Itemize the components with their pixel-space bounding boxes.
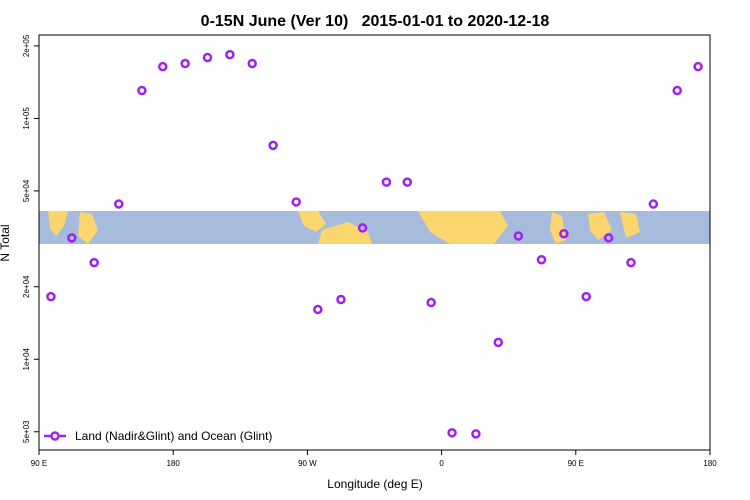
data-point <box>471 429 481 439</box>
data-point <box>336 294 346 305</box>
y-tick-label: 5e+04 <box>22 179 31 202</box>
x-tick-label: 90 E <box>31 459 47 468</box>
data-point <box>447 428 457 438</box>
map-strip <box>39 211 710 244</box>
x-tick-label: 180 <box>703 459 717 468</box>
legend-label: Land (Nadir&Glint) and Ocean (Glint) <box>75 429 272 443</box>
y-tick-label: 5e+03 <box>22 420 31 443</box>
data-point <box>158 61 168 72</box>
data-point <box>291 197 301 207</box>
x-axis-label: Longitude (deg E) <box>327 477 422 491</box>
data-point <box>114 199 124 209</box>
data-point <box>247 58 257 69</box>
data-point <box>626 257 636 268</box>
data-point <box>536 254 547 265</box>
data-point <box>137 85 147 96</box>
data-point <box>648 199 659 209</box>
data-point <box>559 228 569 239</box>
y-axis-label: N Total <box>0 224 12 261</box>
data-point <box>493 337 504 348</box>
data-point <box>89 257 99 268</box>
data-point <box>603 233 614 243</box>
data-point <box>202 52 213 63</box>
y-tick-label: 1e+05 <box>22 107 31 130</box>
y-tick-label: 2e+05 <box>22 34 31 57</box>
data-point <box>513 231 524 241</box>
data-point <box>180 58 190 69</box>
data-point <box>357 223 368 233</box>
data-point <box>426 297 436 308</box>
data-point <box>581 291 591 302</box>
data-point <box>313 304 323 315</box>
plot-frame <box>38 34 711 451</box>
data-point <box>67 233 77 243</box>
data-point <box>381 177 392 187</box>
data-point <box>693 61 703 72</box>
data-point <box>46 291 56 302</box>
x-tick-label: 90 E <box>568 459 584 468</box>
data-point <box>402 177 413 187</box>
x-tick-label: 0 <box>439 459 444 468</box>
data-point <box>268 140 278 151</box>
y-tick-label: 2e+04 <box>22 275 31 298</box>
x-tick-label: 90 W <box>298 459 317 468</box>
data-point <box>225 49 235 60</box>
data-point <box>672 85 682 96</box>
legend-marker <box>50 431 60 441</box>
y-tick-label: 1e+04 <box>22 347 31 370</box>
chart-title: 0-15N June (Ver 10) 2015-01-01 to 2020-1… <box>201 13 550 30</box>
x-tick-label: 180 <box>167 459 181 468</box>
